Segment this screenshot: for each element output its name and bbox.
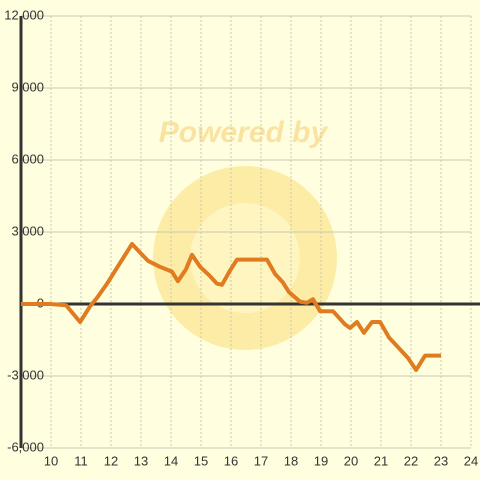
- x-tick-label: 11: [74, 453, 88, 468]
- x-tick-label: 17: [254, 453, 268, 468]
- x-tick-label: 16: [224, 453, 238, 468]
- x-tick-label: 15: [194, 453, 208, 468]
- x-tick-label: 13: [134, 453, 148, 468]
- x-tick-label: 18: [284, 453, 298, 468]
- x-tick-label: 10: [44, 453, 58, 468]
- y-tick-label: 9,000: [11, 79, 44, 94]
- y-tick-label: -3,000: [7, 367, 44, 382]
- y-tick-label: 12,000: [4, 7, 44, 22]
- y-tick-label: 3,000: [11, 223, 44, 238]
- x-tick-label: 20: [344, 453, 358, 468]
- x-tick-label: 14: [164, 453, 178, 468]
- x-tick-label: 12: [104, 453, 118, 468]
- data-line: [21, 242, 441, 372]
- y-tick-label: -6,000: [7, 439, 44, 454]
- x-tick-label: 23: [434, 453, 448, 468]
- x-tick-label: 22: [404, 453, 418, 468]
- x-tick-label: 24: [464, 453, 478, 468]
- x-tick-label: 21: [374, 453, 388, 468]
- x-tick-label: 19: [314, 453, 328, 468]
- watermark-text: Powered by: [159, 116, 329, 149]
- y-tick-label: 6,000: [11, 151, 44, 166]
